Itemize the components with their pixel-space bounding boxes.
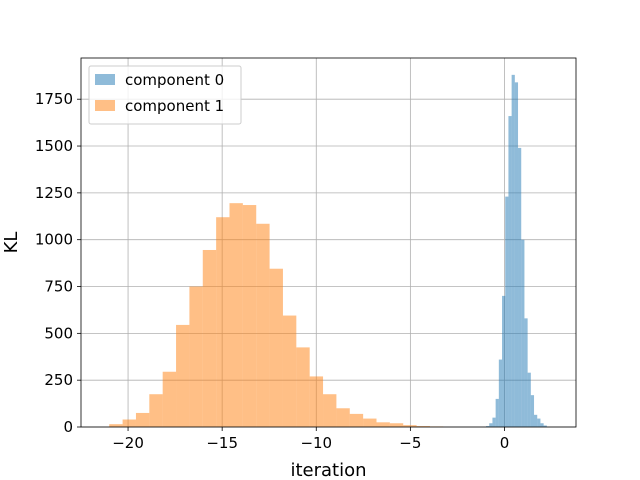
legend-label-component-1: component 1 bbox=[125, 97, 224, 115]
x-tick-label: 0 bbox=[500, 434, 510, 452]
histogram-bar-component-1 bbox=[363, 419, 376, 427]
histogram-bar-component-1 bbox=[136, 413, 149, 427]
y-tick-label: 500 bbox=[44, 324, 73, 342]
histogram-bar-component-0 bbox=[518, 148, 521, 427]
x-tick-label: −5 bbox=[399, 434, 421, 452]
x-ticks: −20 −15 −10 −5 0 bbox=[112, 427, 509, 452]
histogram-bar-component-1 bbox=[310, 376, 323, 427]
legend-swatch-component-1 bbox=[95, 100, 115, 111]
histogram-bar-component-1 bbox=[323, 394, 336, 427]
histogram-bar-component-0 bbox=[492, 418, 495, 427]
legend: component 0 component 1 bbox=[89, 66, 241, 124]
x-tick-label: −15 bbox=[206, 434, 238, 452]
histogram-bars bbox=[109, 75, 547, 427]
histogram-bar-component-0 bbox=[524, 318, 527, 427]
histogram-bar-component-0 bbox=[505, 197, 508, 427]
histogram-bar-component-1 bbox=[123, 420, 136, 427]
histogram-bar-component-1 bbox=[296, 347, 309, 427]
histogram-bar-component-1 bbox=[230, 203, 243, 427]
y-tick-label: 1750 bbox=[35, 90, 73, 108]
y-axis-label: KL bbox=[1, 232, 22, 254]
y-tick-label: 1250 bbox=[35, 184, 73, 202]
histogram-bar-component-0 bbox=[521, 240, 524, 427]
histogram-bar-component-0 bbox=[528, 373, 531, 427]
histogram-bar-component-0 bbox=[502, 296, 505, 427]
y-tick-label: 1500 bbox=[35, 137, 73, 155]
y-tick-label: 1000 bbox=[35, 231, 73, 249]
x-tick-label: −20 bbox=[112, 434, 144, 452]
histogram-bar-component-0 bbox=[496, 399, 499, 427]
histogram-bar-component-1 bbox=[256, 224, 269, 427]
histogram-bar-component-0 bbox=[515, 82, 518, 427]
histogram-bar-component-0 bbox=[534, 415, 537, 427]
histogram-bar-component-0 bbox=[540, 423, 543, 427]
x-axis-label: iteration bbox=[290, 460, 366, 480]
y-tick-label: 750 bbox=[44, 278, 73, 296]
histogram-bar-component-1 bbox=[216, 217, 229, 427]
histogram-bar-component-1 bbox=[176, 325, 189, 427]
x-tick-label: −10 bbox=[300, 434, 332, 452]
histogram-bar-component-0 bbox=[499, 360, 502, 427]
histogram-bar-component-1 bbox=[283, 316, 296, 427]
histogram-bar-component-1 bbox=[163, 372, 176, 427]
y-tick-label: 250 bbox=[44, 371, 73, 389]
histogram-bar-component-0 bbox=[512, 75, 515, 427]
y-ticks: 0 250 500 750 1000 1250 1500 1750 bbox=[35, 90, 81, 436]
histogram-bar-component-0 bbox=[531, 395, 534, 427]
histogram-bar-component-1 bbox=[376, 422, 389, 427]
histogram-bar-component-0 bbox=[508, 116, 511, 427]
histogram-bar-component-1 bbox=[243, 205, 256, 427]
legend-label-component-0: component 0 bbox=[125, 71, 224, 89]
histogram-bar-component-1 bbox=[350, 414, 363, 427]
histogram-bar-component-1 bbox=[109, 424, 122, 427]
histogram-bar-component-1 bbox=[390, 423, 403, 427]
histogram-bar-component-1 bbox=[336, 408, 349, 427]
legend-swatch-component-0 bbox=[95, 74, 115, 85]
histogram-bar-component-0 bbox=[537, 419, 540, 427]
y-tick-label: 0 bbox=[63, 418, 73, 436]
histogram-bar-component-1 bbox=[203, 250, 216, 427]
histogram-bar-component-1 bbox=[189, 287, 202, 427]
histogram-bar-component-1 bbox=[270, 269, 283, 427]
histogram-bar-component-1 bbox=[149, 394, 162, 427]
histogram-bar-component-0 bbox=[489, 423, 492, 427]
